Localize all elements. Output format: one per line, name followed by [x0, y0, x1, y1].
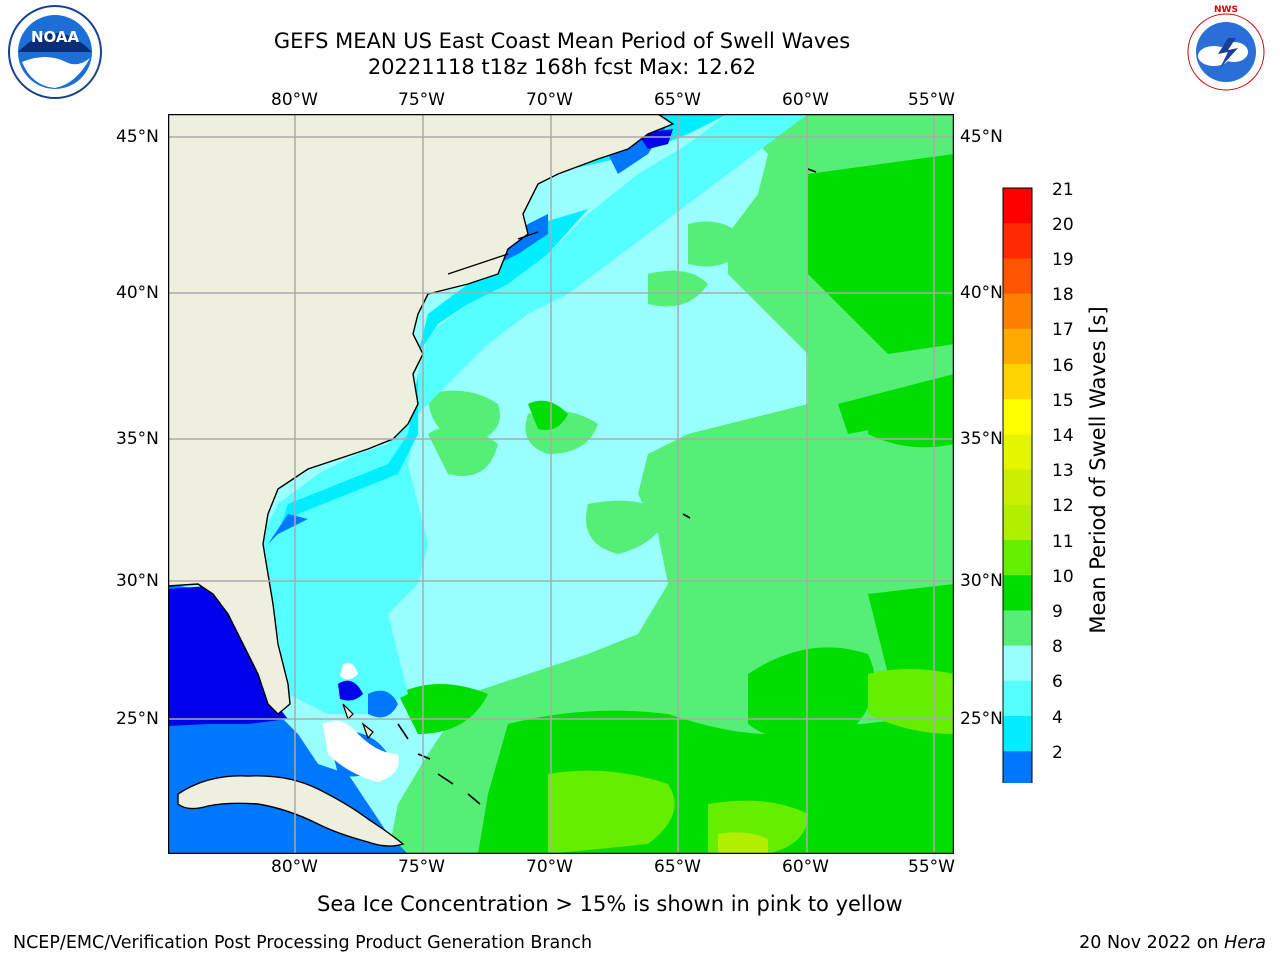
colorbar-segment — [1003, 469, 1032, 506]
swell-below-2-region — [168, 586, 288, 726]
colorbar-tick: 14 — [1052, 426, 1074, 446]
colorbar-segment — [1003, 328, 1032, 365]
chart-subtitle: 20221118 t18z 168h fcst Max: 12.62 — [367, 55, 757, 79]
colorbar-segment — [1003, 293, 1032, 330]
colorbar-tick: 12 — [1052, 496, 1074, 516]
lon-label-bottom-5: 60°W — [782, 857, 829, 877]
map-plot — [168, 114, 954, 854]
colorbar-segment — [1003, 399, 1032, 435]
lat-label-left-3: 35°N — [116, 429, 159, 449]
lon-label-top-3: 70°W — [526, 90, 573, 110]
nws-logo: NWS — [1176, 2, 1276, 102]
colorbar — [1002, 187, 1033, 783]
lon-label-bottom-3: 70°W — [526, 857, 573, 877]
footer-org: NCEP/EMC/Verification Post Processing Pr… — [13, 933, 593, 953]
lat-label-left-5: 25°N — [116, 709, 159, 729]
swell-11-12-region — [548, 770, 675, 854]
lat-label-right-3: 35°N — [960, 429, 1003, 449]
colorbar-tick: 16 — [1052, 356, 1074, 376]
colorbar-tick: 21 — [1052, 180, 1074, 200]
colorbar-label: Mean Period of Swell Waves [s] — [1086, 306, 1110, 634]
colorbar-tick: 15 — [1052, 391, 1074, 411]
sea-ice-note: Sea Ice Concentration > 15% is shown in … — [317, 892, 903, 916]
colorbar-segment — [1003, 434, 1032, 471]
colorbar-segment — [1003, 716, 1032, 752]
shallow-banks — [323, 662, 399, 782]
lon-label-bottom-2: 75°W — [398, 857, 445, 877]
colorbar-segment — [1003, 645, 1032, 682]
colorbar-tick: 20 — [1052, 215, 1074, 235]
lon-label-top-6: 55°W — [908, 90, 955, 110]
lat-label-right-2: 40°N — [960, 283, 1003, 303]
swell-4-6-region — [278, 114, 728, 534]
noaa-logo: NOAA — [6, 4, 104, 100]
map-frame — [168, 114, 954, 854]
swell-6-8-region — [258, 114, 808, 714]
footer-date-text: 20 Nov 2022 on — [1079, 933, 1219, 953]
land-cuba — [177, 775, 405, 847]
colorbar-segment — [1003, 223, 1032, 259]
swell-10-11-region — [808, 154, 954, 354]
colorbar-segment — [1003, 575, 1032, 611]
colorbar-segment — [1003, 364, 1032, 400]
colorbar-tick: 19 — [1052, 250, 1074, 270]
colorbar-segment — [1003, 540, 1032, 576]
noaa-logo-text: NOAA — [31, 28, 80, 46]
colorbar-tick: 18 — [1052, 285, 1074, 305]
footer-host: Hera — [1224, 933, 1266, 953]
footer-date: 20 Nov 2022 on Hera — [1079, 932, 1266, 954]
colorbar-tick: 4 — [1052, 708, 1063, 728]
lon-label-top-4: 65°W — [654, 90, 701, 110]
lon-label-top-5: 60°W — [782, 90, 829, 110]
lat-label-right-1: 45°N — [960, 127, 1003, 147]
colorbar-tick: 9 — [1052, 602, 1063, 622]
colorbar-tick: 10 — [1052, 567, 1074, 587]
colorbar-segment — [1003, 504, 1032, 541]
colorbar-tick: 2 — [1052, 743, 1063, 763]
chart-title: GEFS MEAN US East Coast Mean Period of S… — [273, 29, 851, 53]
colorbar-segment — [1003, 258, 1032, 295]
lat-label-left-4: 30°N — [116, 571, 159, 591]
lon-label-bottom-4: 65°W — [654, 857, 701, 877]
colorbar-segment — [1003, 610, 1032, 647]
svg-text:NWS: NWS — [1214, 5, 1238, 15]
colorbar-segment — [1003, 751, 1032, 783]
colorbar-tick: 8 — [1052, 637, 1063, 657]
lon-label-top-1: 80°W — [271, 90, 318, 110]
colorbar-tick: 6 — [1052, 672, 1063, 692]
colorbar-tick: 17 — [1052, 320, 1074, 340]
colorbar-segment — [1003, 188, 1032, 224]
lon-label-bottom-6: 55°W — [908, 857, 955, 877]
graticule — [168, 114, 954, 854]
lat-label-right-5: 25°N — [960, 709, 1003, 729]
lat-label-left-1: 45°N — [116, 127, 159, 147]
colorbar-tick: 11 — [1052, 532, 1074, 552]
lat-label-left-2: 40°N — [116, 283, 159, 303]
lon-label-bottom-1: 80°W — [271, 857, 318, 877]
colorbar-segment — [1003, 680, 1032, 717]
lat-label-right-4: 30°N — [960, 571, 1003, 591]
colorbar-frame — [1002, 187, 1033, 783]
colorbar-tick: 13 — [1052, 461, 1074, 481]
lon-label-top-2: 75°W — [398, 90, 445, 110]
colorbar-ticks: 21 20 19 18 17 16 15 14 13 12 11 10 9 8 … — [1052, 180, 1092, 763]
